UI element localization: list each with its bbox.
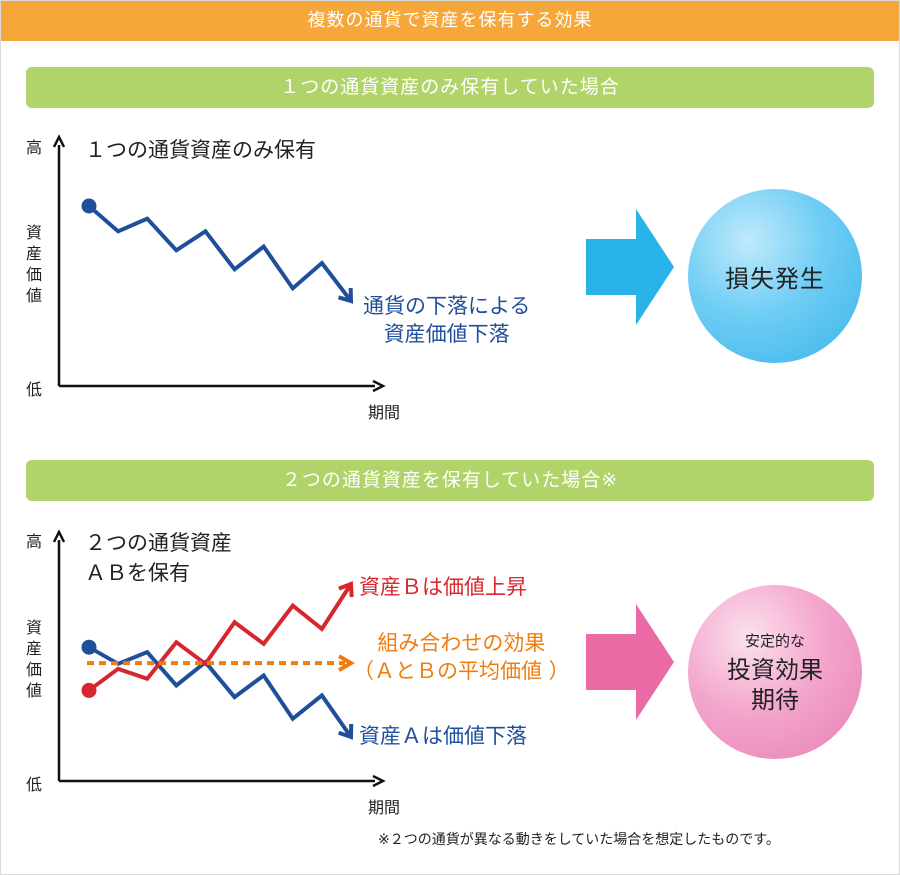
section1-line-label: 通貨の下落による 資産価値下落 (363, 294, 531, 346)
section1-y-axis-label: 資 産 価 値 (26, 223, 43, 305)
line-asset-start-point (81, 198, 97, 214)
section2-y-low: 低 (26, 775, 43, 794)
section2-arrow-icon (586, 604, 674, 720)
section2-chart-title: ２つの通貨資産 ＡＢを保有 (85, 531, 232, 585)
y-axis-arrow (52, 529, 66, 543)
header-title: 複数の通貨で資産を保有する効果 (1, 1, 899, 41)
section1-chart-title: １つの通貨資産のみ保有 (85, 138, 316, 162)
section2-bar: ２つの通貨資産を保有していた場合※ (26, 460, 874, 501)
section2-y-high: 高 (26, 532, 43, 551)
section2-label-combo: 組み合わせの効果 （ＡとＢの平均価値 ） (353, 631, 570, 683)
y-axis-arrow (52, 134, 66, 148)
line-asset-b-arrowhead (338, 581, 354, 598)
section1-bar: １つの通貨資産のみ保有していた場合 (26, 67, 874, 108)
section1-arrow-icon (586, 209, 674, 325)
result-stable-big: 投資効果 期待 (727, 655, 823, 714)
line-asset-arrowhead (337, 287, 354, 304)
section2-label-a: 資産Ａは価値下落 (359, 724, 527, 748)
line-asset-a-start-point (81, 639, 97, 655)
section1-y-high: 高 (26, 138, 43, 157)
x-axis-arrow (372, 774, 386, 788)
section2-x-axis-label: 期間 (368, 798, 401, 817)
result-loss-text: 損失発生 (725, 264, 825, 293)
line-asset-b-start-point (81, 682, 97, 698)
section2-y-axis-label: 資 産 価 値 (26, 618, 43, 700)
line-asset (87, 204, 353, 303)
section2-label-b: 資産Ｂは価値上昇 (359, 575, 527, 599)
footnote: ※２つの通貨が異なる動きをしていた場合を想定したものです。 (378, 832, 780, 848)
x-axis-arrow (372, 379, 386, 393)
line-asset-a-arrowhead (338, 723, 354, 740)
line-asset-b (87, 582, 353, 693)
result-stable-circle: 安定的な 投資効果 期待 (688, 585, 862, 759)
line-average-arrowhead (337, 654, 355, 672)
section1-x-axis-label: 期間 (368, 403, 401, 422)
result-stable-small: 安定的な (744, 631, 805, 650)
section1-y-low: 低 (26, 380, 43, 399)
line-asset-a (88, 645, 353, 739)
result-loss-circle: 損失発生 (688, 189, 862, 363)
